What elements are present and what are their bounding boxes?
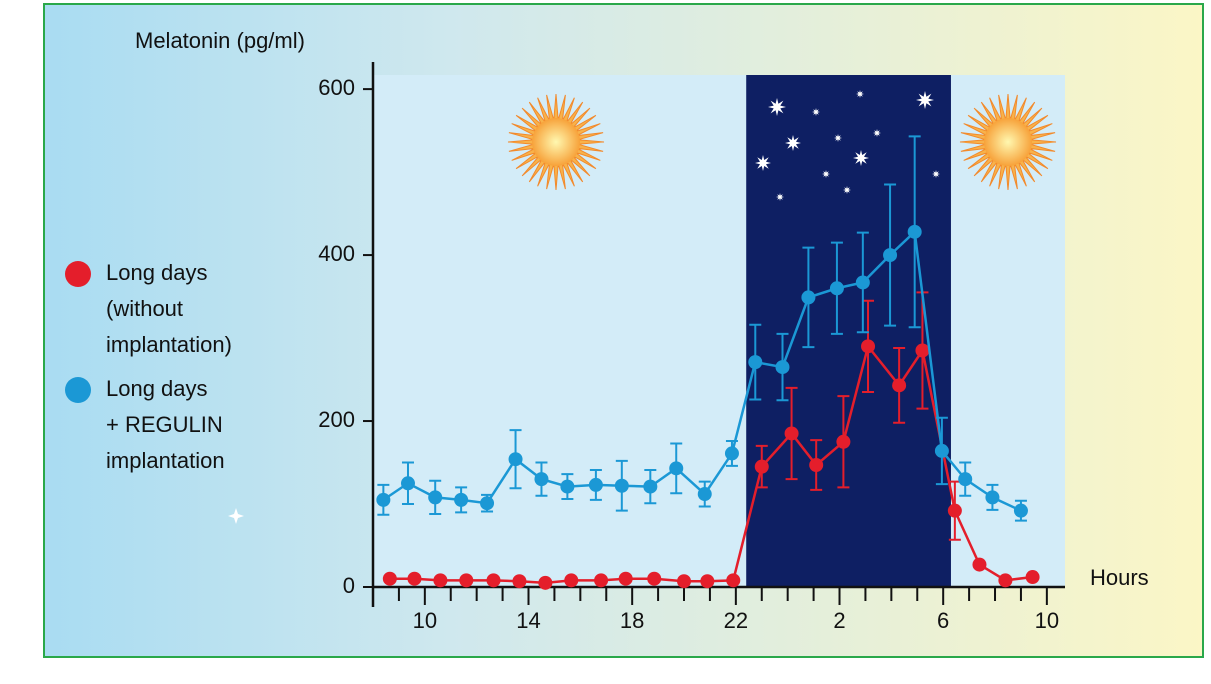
legend-marker [65, 377, 91, 403]
data-point [1013, 503, 1028, 518]
legend-label: Long days + REGULIN implantation [106, 376, 225, 473]
data-point [829, 281, 844, 296]
data-point [433, 573, 448, 588]
data-point [1025, 570, 1040, 585]
data-point [407, 571, 422, 586]
y-tick-label: 600 [318, 75, 355, 100]
data-point [958, 472, 973, 487]
data-point [726, 573, 741, 588]
sun-disc [984, 118, 1032, 166]
data-point [382, 571, 397, 586]
data-point [748, 355, 763, 370]
star-decoration [785, 135, 801, 151]
data-point [947, 503, 962, 518]
legend-line: implantation) [106, 332, 232, 357]
data-point [836, 434, 851, 449]
data-point [614, 478, 629, 493]
x-tick-label: 10 [413, 608, 437, 633]
data-point [697, 487, 712, 502]
data-point [784, 426, 799, 441]
data-point [534, 472, 549, 487]
x-tick-label: 10 [1035, 608, 1059, 633]
star-decoration [873, 129, 881, 137]
x-tick-label: 2 [833, 608, 845, 633]
data-point [934, 443, 949, 458]
data-point [883, 248, 898, 263]
data-point [508, 452, 523, 467]
data-point [428, 490, 443, 505]
star-decoration [822, 170, 830, 178]
star-decoration [228, 508, 244, 524]
data-point [861, 339, 876, 354]
data-point [459, 573, 474, 588]
data-point [677, 574, 692, 589]
data-point [915, 343, 930, 358]
legend-line: + REGULIN [106, 412, 223, 437]
data-point [594, 573, 609, 588]
data-point [376, 492, 391, 507]
legend-label: Long days (without implantation) [106, 260, 232, 357]
x-tick-label: 22 [724, 608, 748, 633]
data-point [754, 459, 769, 474]
legend-line: (without [106, 296, 183, 321]
star-decoration [776, 193, 784, 201]
data-point [700, 574, 715, 589]
data-point [907, 224, 922, 239]
data-point [998, 573, 1013, 588]
legend-line: Long days [106, 376, 208, 401]
data-point [985, 490, 1000, 505]
y-tick-label: 0 [343, 573, 355, 598]
y-axis-title: Melatonin (pg/ml) [135, 28, 305, 53]
data-point [801, 290, 816, 305]
data-point [643, 479, 658, 494]
data-point [400, 476, 415, 491]
data-point [669, 461, 684, 476]
sun-disc [532, 118, 580, 166]
data-point [972, 557, 987, 572]
night-band [746, 75, 951, 587]
data-point [855, 275, 870, 290]
y-tick-label: 200 [318, 407, 355, 432]
x-tick-label: 14 [516, 608, 540, 633]
data-point [892, 378, 907, 393]
legend-line: Long days [106, 260, 208, 285]
x-tick-label: 18 [620, 608, 644, 633]
data-point [588, 477, 603, 492]
x-axis-title: Hours [1090, 565, 1149, 590]
x-tick-label: 6 [937, 608, 949, 633]
data-point [564, 573, 579, 588]
star-decoration [916, 91, 934, 109]
y-tick-label: 400 [318, 241, 355, 266]
legend-marker [65, 261, 91, 287]
data-point [647, 571, 662, 586]
data-point [618, 571, 633, 586]
data-point [560, 479, 575, 494]
data-point [486, 573, 501, 588]
star-decoration [812, 108, 820, 116]
star-decoration [834, 134, 842, 142]
data-point [454, 492, 469, 507]
star-decoration [768, 98, 786, 116]
data-point [724, 446, 739, 461]
star-decoration [755, 155, 771, 171]
star-decoration [932, 170, 940, 178]
star-decoration [843, 186, 851, 194]
data-point [775, 360, 790, 375]
star-decoration [856, 90, 864, 98]
star-decoration [853, 150, 869, 166]
data-point [512, 574, 527, 589]
legend-line: implantation [106, 448, 225, 473]
data-point [809, 458, 824, 473]
data-point [480, 496, 495, 511]
data-point [538, 575, 553, 590]
